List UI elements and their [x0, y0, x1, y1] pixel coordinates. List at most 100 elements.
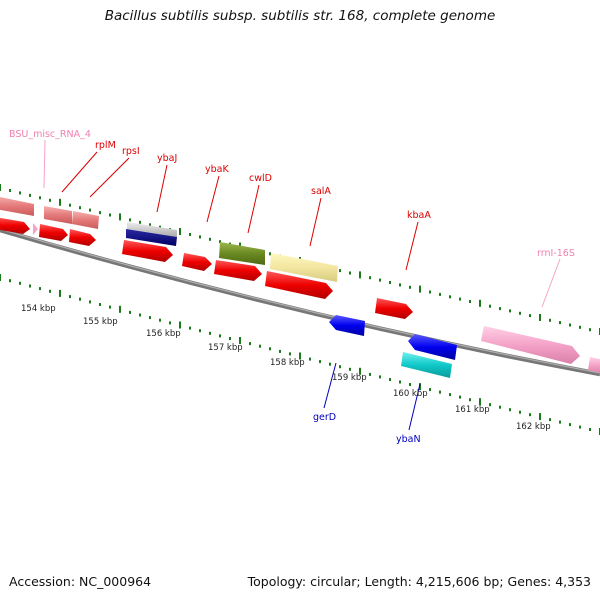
reverse-labels: gerD ybaN: [313, 412, 421, 445]
minor-tick: [189, 233, 191, 236]
gene-label-cwlD: cwlD: [249, 173, 272, 184]
scale-label: 161 kbp: [455, 405, 490, 415]
minor-tick: [159, 225, 161, 229]
minor-tick: [139, 220, 141, 224]
ybaJ-feature-bottom[interactable]: [126, 229, 177, 246]
minor-tick: [69, 295, 71, 299]
minor-tick: [579, 425, 581, 429]
scale-label: 159 kbp: [332, 373, 367, 383]
minor-tick: [329, 362, 331, 366]
rrnI-16S-feature[interactable]: [481, 326, 580, 364]
leader-line: [247, 184, 260, 234]
ybaJ-feature-top[interactable]: [127, 222, 177, 237]
leader-line: [323, 362, 337, 409]
minor-tick: [389, 378, 391, 381]
minor-tick: [199, 235, 201, 239]
major-tick: [59, 289, 61, 297]
gerD-feature[interactable]: [329, 315, 365, 336]
major-tick: [179, 321, 181, 329]
cwlD-feature[interactable]: [219, 242, 265, 265]
kbaA-cds-feature[interactable]: [375, 298, 413, 319]
ybaN-feature[interactable]: [408, 334, 457, 360]
rplM-feature-segment[interactable]: [0, 196, 34, 216]
leader-line: [156, 164, 168, 213]
minor-tick: [9, 189, 11, 192]
minor-tick: [249, 342, 251, 346]
minor-tick: [89, 300, 91, 304]
minor-tick: [109, 213, 111, 217]
cwlD-cds-feature[interactable]: [214, 260, 262, 281]
minor-tick: [459, 395, 461, 399]
ybaK-cds-feature[interactable]: [182, 253, 212, 271]
minor-tick: [559, 321, 561, 325]
map-title: Bacillus subtilis subsp. subtilis str. 1…: [104, 8, 496, 24]
minor-tick: [39, 196, 41, 200]
minor-tick: [29, 284, 31, 288]
minor-tick: [429, 290, 431, 294]
minor-tick: [429, 388, 431, 392]
major-tick: [239, 337, 241, 344]
major-tick: [539, 413, 541, 421]
minor-tick: [129, 310, 131, 314]
minor-tick: [209, 331, 211, 335]
minor-tick: [99, 303, 101, 306]
gene-label-ybaN: ybaN: [396, 434, 421, 445]
salA-cds-feature[interactable]: [265, 271, 333, 299]
minor-tick: [149, 316, 151, 320]
minor-tick: [409, 383, 411, 386]
scale-labels: 154 kbp 155 kbp 156 kbp 157 kbp 158 kbp …: [21, 304, 551, 432]
misc-rna-feature[interactable]: [33, 223, 38, 235]
major-tick: [419, 383, 421, 391]
minor-tick: [49, 198, 51, 202]
leader-line: [309, 197, 322, 247]
ybaJ-cds-feature[interactable]: [122, 240, 173, 262]
minor-tick: [589, 428, 591, 431]
minor-tick: [469, 398, 471, 402]
minor-tick: [9, 279, 11, 283]
gene-label-ybaK: ybaK: [205, 164, 229, 175]
salA-feature[interactable]: [270, 253, 338, 282]
leader-line: [408, 383, 421, 431]
minor-tick: [209, 237, 211, 241]
minor-tick: [519, 311, 521, 315]
minor-tick: [499, 405, 501, 409]
rplM-feature[interactable]: [44, 206, 72, 224]
cds-feature[interactable]: [69, 229, 96, 246]
minor-tick: [549, 418, 551, 422]
minor-tick: [449, 295, 451, 299]
minor-tick: [69, 203, 71, 207]
minor-tick: [199, 329, 201, 333]
minor-tick: [509, 408, 511, 412]
minor-tick: [439, 390, 441, 394]
minor-tick: [319, 360, 321, 364]
minor-tick: [379, 278, 381, 282]
scale-label: 156 kbp: [146, 329, 181, 339]
major-tick: [119, 213, 121, 221]
minor-tick: [139, 313, 141, 317]
cds-feature[interactable]: [39, 224, 68, 241]
minor-tick: [149, 223, 151, 227]
minor-tick: [459, 297, 461, 301]
leader-line: [89, 157, 130, 198]
scale-label: 162 kbp: [516, 422, 551, 432]
gene-label-gerD: gerD: [313, 412, 336, 423]
label-leader-lines: [43, 139, 561, 431]
minor-tick: [19, 281, 21, 285]
minor-tick: [49, 289, 51, 293]
minor-tick: [219, 334, 221, 338]
gene-label-rpsI: rpsI: [122, 146, 140, 157]
minor-tick: [259, 344, 261, 348]
ybaN-cyan-feature[interactable]: [401, 352, 452, 378]
major-tick: [59, 198, 61, 206]
minor-tick: [489, 403, 491, 407]
minor-tick: [399, 380, 401, 384]
cds-feature[interactable]: [0, 217, 30, 234]
minor-tick: [29, 193, 31, 197]
major-tick: [0, 184, 1, 191]
rpsI-feature[interactable]: [72, 211, 99, 229]
minor-tick: [99, 211, 101, 215]
leader-line: [541, 258, 561, 308]
rrn-feature[interactable]: [588, 357, 600, 374]
gene-label-salA: salA: [311, 186, 331, 197]
reverse-features: [329, 315, 457, 378]
